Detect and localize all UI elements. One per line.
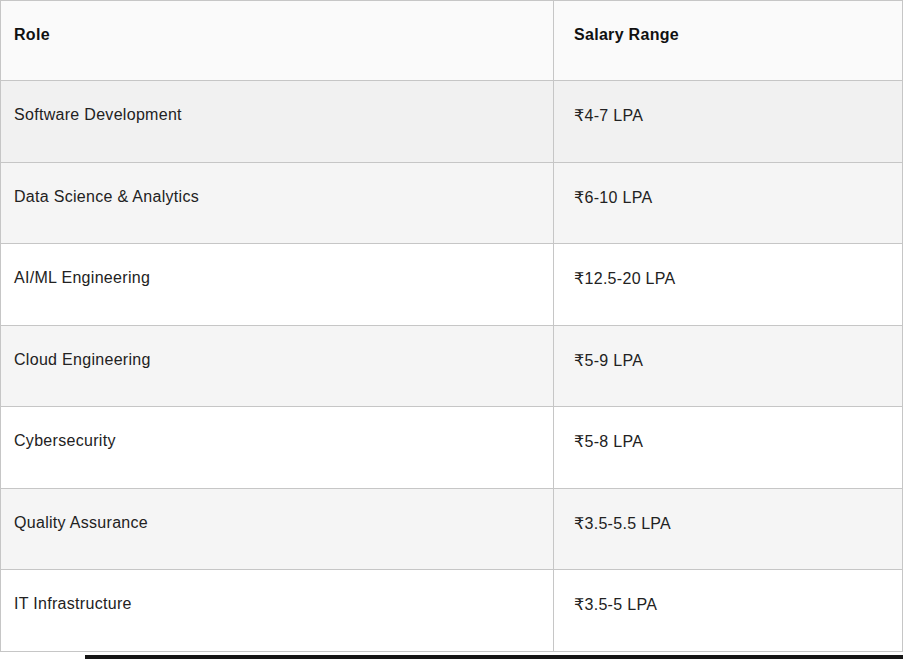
salary-cell: ₹5-9 LPA (554, 325, 903, 407)
column-header-role: Role (1, 1, 554, 81)
table-row: Data Science & Analytics₹6-10 LPA (1, 162, 903, 244)
salary-cell: ₹3.5-5.5 LPA (554, 488, 903, 570)
role-cell: AI/ML Engineering (1, 244, 554, 326)
role-cell: Software Development (1, 81, 554, 163)
role-cell: Cloud Engineering (1, 325, 554, 407)
table-row: Cybersecurity₹5-8 LPA (1, 407, 903, 489)
table-row: Cloud Engineering₹5-9 LPA (1, 325, 903, 407)
table-row: Quality Assurance₹3.5-5.5 LPA (1, 488, 903, 570)
salary-cell: ₹6-10 LPA (554, 162, 903, 244)
salary-cell: ₹5-8 LPA (554, 407, 903, 489)
table-row: AI/ML Engineering₹12.5-20 LPA (1, 244, 903, 326)
role-cell: Quality Assurance (1, 488, 554, 570)
salary-cell: ₹3.5-5 LPA (554, 570, 903, 652)
salary-table: Role Salary Range Software Development₹4… (0, 0, 903, 652)
table-row: Software Development₹4-7 LPA (1, 81, 903, 163)
role-cell: IT Infrastructure (1, 570, 554, 652)
column-header-salary: Salary Range (554, 1, 903, 81)
role-cell: Cybersecurity (1, 407, 554, 489)
salary-cell: ₹12.5-20 LPA (554, 244, 903, 326)
table-row: IT Infrastructure₹3.5-5 LPA (1, 570, 903, 652)
table-body: Software Development₹4-7 LPAData Science… (1, 81, 903, 652)
salary-cell: ₹4-7 LPA (554, 81, 903, 163)
page: Role Salary Range Software Development₹4… (0, 0, 903, 659)
table-header-row: Role Salary Range (1, 1, 903, 81)
cropped-black-bar (85, 655, 903, 659)
role-cell: Data Science & Analytics (1, 162, 554, 244)
